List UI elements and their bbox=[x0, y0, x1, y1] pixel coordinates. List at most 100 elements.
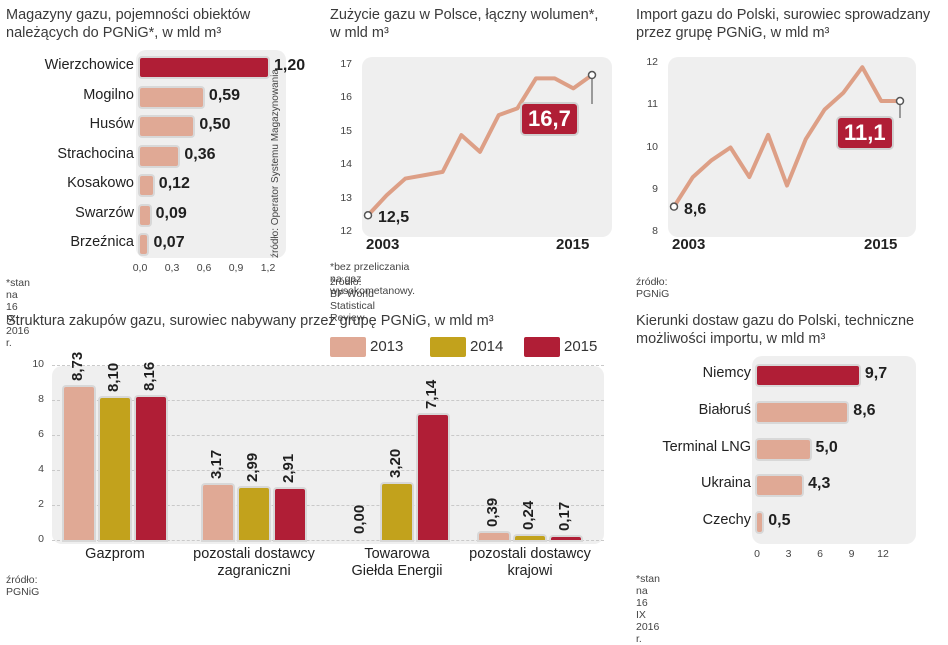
x-tick-label: 3 bbox=[785, 548, 792, 560]
legend-label-2014: 2014 bbox=[470, 338, 504, 355]
y-tick-label: 11 bbox=[647, 98, 658, 111]
hbar bbox=[140, 205, 150, 225]
hbar-value-label: 8,6 bbox=[853, 401, 876, 419]
vbar-2013 bbox=[203, 484, 233, 540]
hbar-value-label: 0,09 bbox=[155, 204, 187, 222]
x-tick-label: 0,9 bbox=[228, 262, 244, 274]
y-tick-label: 8 bbox=[38, 393, 44, 405]
legend-swatch-2013 bbox=[330, 337, 366, 357]
y-tick-label: 12 bbox=[340, 225, 352, 237]
hbar-value-label: 4,3 bbox=[808, 475, 831, 493]
directions-title: Kierunki dostaw gazu do Polski, technicz… bbox=[636, 313, 915, 347]
y-tick-label: 8 bbox=[652, 225, 658, 237]
consumption-source: źródło: BP World Statistical Review bbox=[330, 276, 375, 324]
hbar-category-label: Wierzchowice bbox=[44, 57, 134, 73]
start-year-label: 2003 bbox=[672, 236, 706, 253]
hbar-value-label: 9,7 bbox=[864, 365, 888, 382]
import-title: Import gazu do Polski, surowiec sprowadz… bbox=[636, 7, 931, 41]
hbar-category-label: Czechy bbox=[702, 512, 751, 529]
y-tick-label: 17 bbox=[340, 58, 352, 70]
series-line bbox=[672, 65, 900, 208]
vbar-2013 bbox=[479, 533, 509, 540]
category-label-line: Gazprom bbox=[85, 546, 145, 562]
start-point-marker bbox=[669, 202, 679, 211]
hbar bbox=[757, 513, 763, 533]
vbar-2015 bbox=[275, 489, 305, 540]
category-label-line: pozostali dostawcy bbox=[469, 546, 591, 562]
category-label-line: krajowi bbox=[507, 563, 553, 579]
hbar bbox=[757, 402, 848, 422]
x-tick-label: 0,0 bbox=[132, 262, 148, 274]
end-point-marker bbox=[895, 96, 905, 106]
vbar-2014 bbox=[515, 535, 545, 540]
series-line bbox=[366, 73, 594, 217]
y-tick-label: 10 bbox=[646, 140, 658, 153]
hbar-value-label: 0,5 bbox=[768, 512, 791, 530]
hbar-value-label: 0,12 bbox=[158, 175, 190, 192]
hbar-category-label: Mogilno bbox=[83, 86, 134, 103]
y-tick-label: 6 bbox=[38, 428, 44, 440]
gridline bbox=[52, 400, 604, 401]
end-point-marker bbox=[587, 70, 597, 80]
y-tick-label: 9 bbox=[652, 182, 658, 195]
vbar-value-label: 7,14 bbox=[423, 379, 440, 410]
hbar-category-label: Białoruś bbox=[698, 401, 751, 418]
hbar bbox=[757, 366, 859, 385]
x-tick-label: 0 bbox=[754, 548, 760, 560]
start-point-marker bbox=[363, 211, 373, 220]
hbar bbox=[140, 146, 179, 166]
vbar-2014 bbox=[382, 484, 412, 540]
line-svg bbox=[363, 70, 597, 220]
category-label: Gazprom bbox=[35, 546, 195, 563]
gridline bbox=[52, 505, 604, 506]
hbar bbox=[140, 87, 203, 107]
hbar-value-label: 5,0 bbox=[815, 438, 838, 456]
hbar-category-label: Swarzów bbox=[75, 204, 134, 221]
vbar-2013 bbox=[64, 387, 94, 540]
hbar-category-label: Strachocina bbox=[57, 145, 134, 162]
hbar-value-label: 0,59 bbox=[208, 86, 241, 104]
legend-swatch-2014 bbox=[430, 337, 466, 357]
vbar-value-label: 0,00 bbox=[351, 504, 368, 534]
vbar-2015 bbox=[551, 537, 581, 540]
category-label: pozostali dostawcy zagraniczni bbox=[174, 546, 334, 580]
end-value-callout: 11,1 bbox=[838, 118, 892, 148]
hbar-value-label: 0,50 bbox=[199, 116, 231, 133]
gridline bbox=[52, 540, 604, 541]
purchases-source: źródło: PGNiG bbox=[6, 574, 40, 598]
import-source: źródło: PGNiG bbox=[636, 276, 670, 300]
hbar-value-label: 0,36 bbox=[184, 145, 216, 163]
y-tick-label: 15 bbox=[340, 124, 352, 137]
start-value-label: 8,6 bbox=[684, 200, 707, 218]
vbar-value-label: 2,91 bbox=[280, 453, 297, 484]
x-tick-label: 0,3 bbox=[164, 262, 180, 274]
vbar-2014 bbox=[239, 487, 269, 540]
category-label-line: Towarowa bbox=[364, 546, 430, 562]
category-label-line: Giełda Energii bbox=[351, 563, 443, 579]
x-tick-label: 6 bbox=[817, 548, 823, 560]
directions-footnote: *stan na 16 IX 2016 r. bbox=[636, 573, 660, 645]
y-tick-label: 2 bbox=[38, 498, 44, 510]
vbar-value-label: 8,10 bbox=[105, 363, 122, 393]
line-svg bbox=[669, 65, 905, 211]
hbar-category-label: Terminal LNG bbox=[662, 438, 751, 455]
y-tick-label: 16 bbox=[340, 91, 352, 104]
vbar-value-label: 3,17 bbox=[208, 449, 225, 479]
category-label: pozostali dostawcy krajowi bbox=[450, 546, 610, 580]
hbar-category-label: Niemcy bbox=[702, 365, 751, 381]
vbar-value-label: 8,73 bbox=[69, 352, 86, 382]
vbar-value-label: 0,24 bbox=[520, 500, 537, 530]
storage-title: Magazyny gazu, pojemności obiektów należ… bbox=[6, 7, 251, 41]
y-tick-label: 10 bbox=[32, 358, 44, 370]
y-tick-label: 0 bbox=[38, 533, 44, 545]
category-label-line: pozostali dostawcy bbox=[193, 546, 315, 562]
vbar-value-label: 2,99 bbox=[244, 452, 261, 482]
purchases-title: Struktura zakupów gazu, surowiec nabywan… bbox=[6, 313, 494, 329]
y-tick-label: 13 bbox=[340, 191, 352, 204]
gridline bbox=[52, 470, 604, 471]
vbar-value-label: 0,39 bbox=[484, 497, 501, 528]
vbar-2014 bbox=[100, 398, 130, 540]
vbar-2015 bbox=[136, 397, 166, 540]
consumption-footnote: *bez przeliczania na gaz wysokometanowy. bbox=[330, 261, 416, 297]
x-tick-label: 12 bbox=[877, 548, 889, 560]
